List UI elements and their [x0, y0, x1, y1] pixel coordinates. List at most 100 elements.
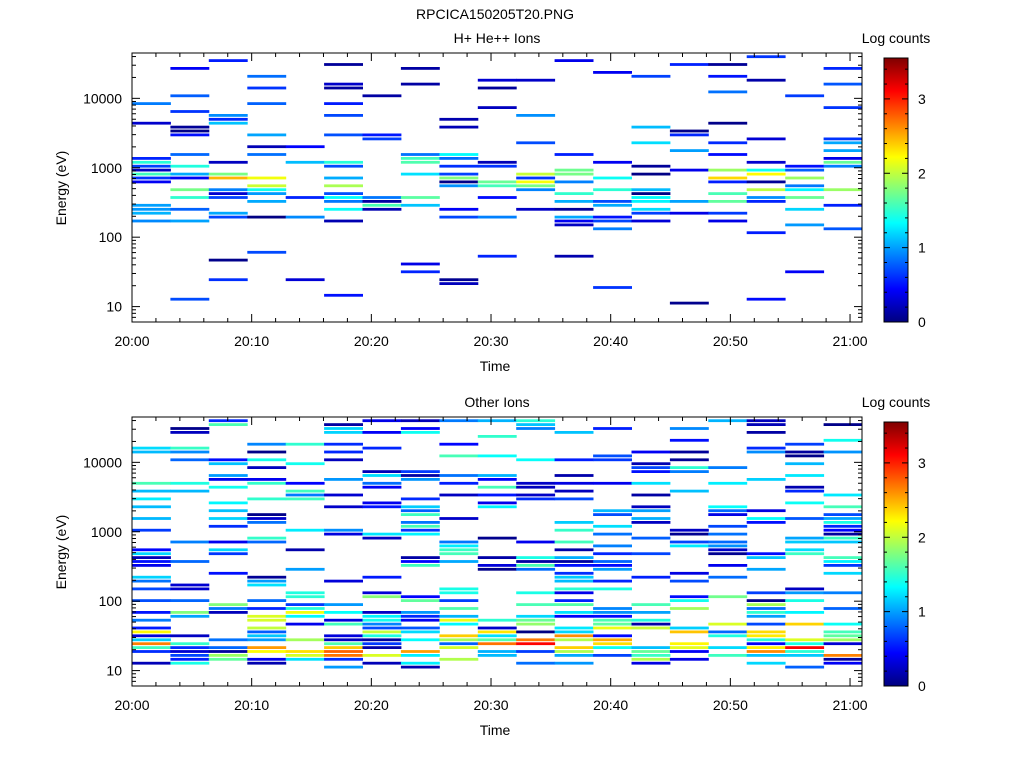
heatmap-cell: [400, 513, 440, 516]
heatmap-cell: [554, 168, 594, 172]
heatmap-cell: [669, 200, 709, 203]
heatmap-cell: [708, 180, 748, 184]
heatmap-cell: [593, 646, 632, 649]
heatmap-cell: [823, 160, 862, 164]
heatmap-cell: [708, 524, 748, 528]
heatmap-cell: [208, 548, 248, 552]
heatmap-cell: [669, 63, 709, 66]
heatmap-cell: [631, 661, 671, 665]
x-tick-label: 20:10: [234, 697, 269, 713]
heatmap-cell: [285, 215, 325, 219]
heatmap-cell: [400, 638, 440, 642]
heatmap-cell: [708, 481, 748, 485]
colorbar-ticks: 0 1 2 3: [884, 432, 926, 694]
heatmap-cell: [631, 552, 671, 556]
colorbar-ticks: 0 1 2 3: [884, 68, 926, 330]
heatmap-cell: [208, 188, 248, 192]
x-tick-label: 20:40: [593, 697, 628, 713]
heatmap-cell: [208, 121, 248, 125]
heatmap-cell: [208, 192, 248, 195]
heatmap-cell: [785, 450, 825, 454]
heatmap-cell: [247, 599, 287, 602]
heatmap-cell: [400, 556, 440, 559]
heatmap-cell: [593, 481, 632, 485]
colorbar-label: Log counts: [862, 394, 931, 410]
heatmap-cell: [554, 540, 594, 544]
heatmap-cell: [439, 282, 479, 285]
heatmap-cell: [132, 160, 171, 164]
heatmap-cell: [823, 571, 862, 575]
heatmap-cell: [593, 560, 632, 563]
heatmap-cell: [400, 497, 440, 501]
heatmap-cell: [400, 419, 440, 423]
heatmap-cell: [669, 630, 709, 634]
heatmap-cell: [785, 184, 825, 188]
heatmap-cell: [785, 207, 825, 211]
heatmap-cell: [516, 638, 556, 642]
heatmap-cell: [170, 583, 210, 587]
heatmap-cell: [708, 90, 748, 94]
heatmap-cell: [593, 160, 632, 164]
heatmap-cell: [669, 579, 709, 583]
heatmap-cell: [477, 626, 517, 630]
heatmap-cell: [362, 474, 402, 477]
heatmap-cell: [208, 501, 248, 505]
heatmap-cell: [746, 196, 786, 199]
y-tick-label: 1000: [91, 524, 122, 540]
heatmap-cell: [170, 110, 210, 113]
heatmap-cell: [132, 481, 171, 485]
heatmap-cell: [362, 446, 402, 450]
heatmap-cell: [170, 172, 210, 176]
heatmap-cell: [554, 626, 594, 630]
heatmap-cell: [285, 654, 325, 657]
heatmap-cell: [631, 657, 671, 661]
heatmap-cell: [746, 450, 786, 454]
heatmap-cell: [170, 560, 210, 563]
heatmap-cell: [400, 509, 440, 513]
heatmap-cell: [439, 622, 479, 626]
heatmap-cell: [170, 661, 210, 665]
heatmap-cell: [285, 278, 325, 282]
heatmap-cell: [324, 423, 363, 426]
heatmap-cell: [247, 638, 287, 642]
heatmap-cell: [439, 157, 479, 160]
heatmap-cell: [516, 188, 556, 192]
heatmap-cell: [285, 497, 325, 501]
heatmap-cell: [285, 489, 325, 493]
y-axis: 10 100 1000 10000: [83, 56, 862, 323]
heatmap-cell: [324, 86, 363, 90]
heatmap-cell: [247, 86, 287, 90]
heatmap-cell: [324, 293, 363, 297]
heatmap-cell: [593, 638, 632, 642]
heatmap-cell: [170, 431, 210, 434]
heatmap-cell: [593, 654, 632, 657]
heatmap-cell: [400, 524, 440, 528]
heatmap-cell: [746, 78, 786, 82]
x-tick-label: 20:50: [713, 333, 748, 349]
heatmap-cell: [170, 153, 210, 156]
heatmap-cell: [324, 200, 363, 203]
heatmap-cell: [516, 180, 556, 184]
heatmap-cell: [746, 55, 786, 59]
heatmap-cell: [631, 505, 671, 509]
heatmap-cell: [247, 634, 287, 638]
heatmap-cell: [208, 607, 248, 610]
heatmap-cell: [785, 646, 825, 649]
heatmap-cell: [400, 160, 440, 164]
heatmap-cell: [208, 419, 248, 423]
heatmap-cell: [362, 133, 402, 137]
heatmap-cell: [439, 599, 479, 602]
heatmap-cell: [631, 509, 671, 513]
heatmap-cell: [208, 650, 248, 653]
heatmap-cell: [631, 618, 671, 622]
heatmap-cell: [132, 168, 171, 172]
heatmap-cell: [823, 157, 862, 160]
heatmap-cell: [362, 203, 402, 207]
heatmap-cell: [516, 423, 556, 426]
heatmap-cell: [823, 630, 862, 634]
panel-title: H+ He++ Ions: [454, 30, 541, 46]
heatmap-cell: [132, 599, 171, 602]
heatmap-cell: [324, 164, 363, 168]
heatmap-cell: [132, 446, 171, 450]
heatmap-cell: [477, 536, 517, 540]
